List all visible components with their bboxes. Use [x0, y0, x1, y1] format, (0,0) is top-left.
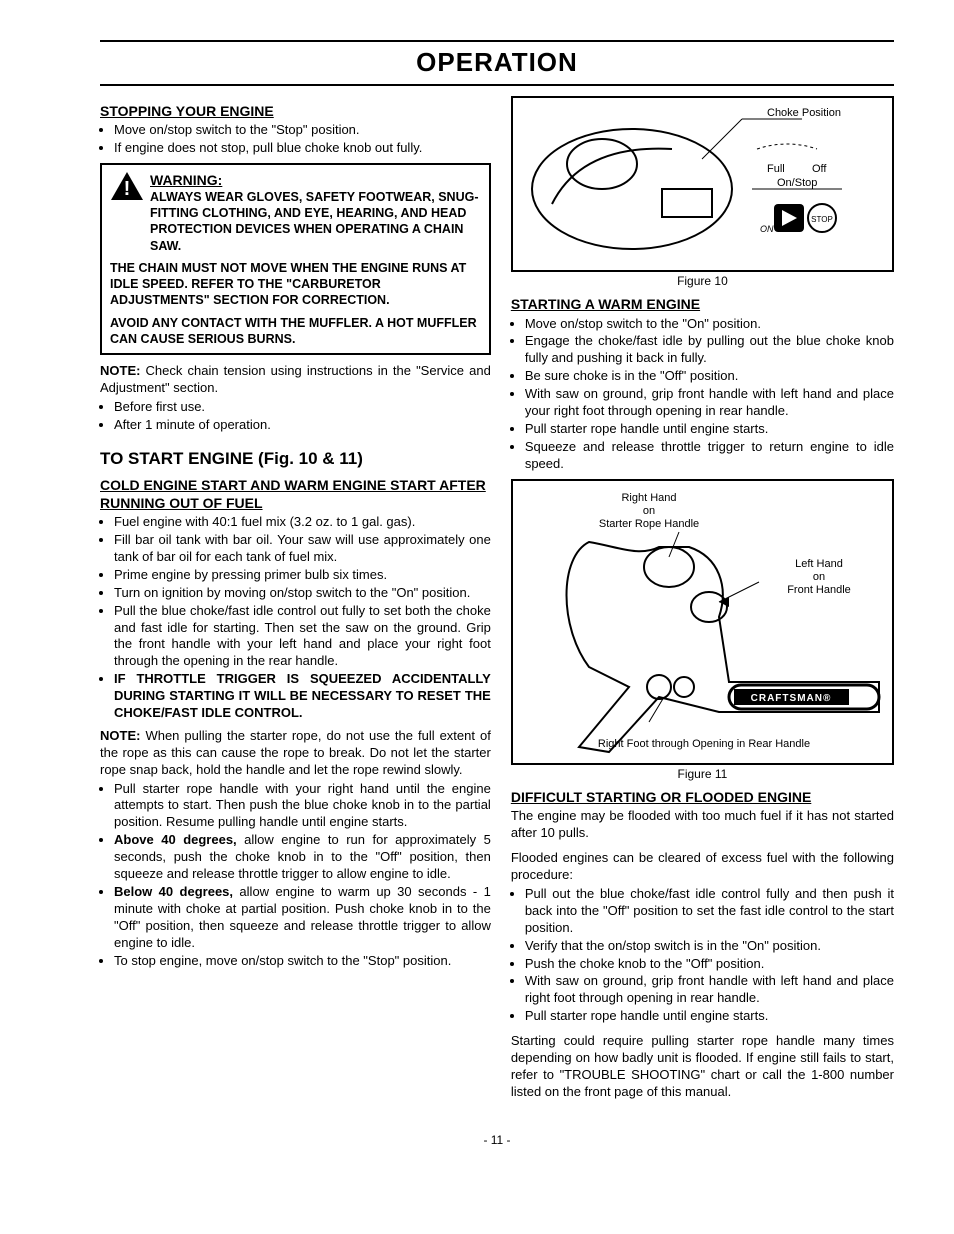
columns: STOPPING YOUR ENGINE Move on/stop switch…	[100, 96, 894, 1103]
svg-text:CRAFTSMAN®: CRAFTSMAN®	[750, 693, 831, 704]
warning-title: WARNING:	[150, 171, 481, 189]
note-label: NOTE:	[100, 728, 140, 743]
warm-list: Move on/stop switch to the "On" position…	[511, 316, 894, 473]
warning-box: ! WARNING: ALWAYS WEAR GLOVES, SAFETY FO…	[100, 163, 491, 355]
note-1: NOTE: Check chain tension using instruct…	[100, 363, 491, 397]
figure-11: Right Hand on Starter Rope Handle Left H…	[511, 479, 894, 765]
list-item: Below 40 degrees, allow engine to warm u…	[114, 884, 491, 952]
warning-icon: !	[110, 171, 144, 201]
stopping-heading: STOPPING YOUR ENGINE	[100, 102, 491, 120]
list-item: Pull starter rope handle with your right…	[114, 781, 491, 832]
cold-list-b: Pull starter rope handle with your right…	[100, 781, 491, 970]
start-heading: TO START ENGINE (Fig. 10 & 11)	[100, 448, 491, 470]
fig11-svg: Right Hand on Starter Rope Handle Left H…	[519, 487, 889, 757]
list-item: Be sure choke is in the "Off" position.	[525, 368, 894, 385]
warning-p1: ALWAYS WEAR GLOVES, SAFETY FOOTWEAR, SNU…	[150, 189, 481, 254]
list-item: Above 40 degrees, allow engine to run fo…	[114, 832, 491, 883]
list-item: Move on/stop switch to the "On" position…	[525, 316, 894, 333]
right-column: Choke Position Full Off On/Stop STOP ON …	[511, 96, 894, 1103]
difficult-heading: DIFFICULT STARTING OR FLOODED ENGINE	[511, 788, 894, 806]
list-item: After 1 minute of operation.	[114, 417, 491, 434]
svg-text:Choke Position: Choke Position	[767, 107, 841, 119]
difficult-list: Pull out the blue choke/fast idle contro…	[511, 886, 894, 1025]
warning-p3: AVOID ANY CONTACT WITH THE MUFFLER. A HO…	[110, 315, 481, 348]
svg-text:!: !	[124, 178, 131, 200]
figure-10: Choke Position Full Off On/Stop STOP ON	[511, 96, 894, 272]
fig10-svg: Choke Position Full Off On/Stop STOP ON	[522, 104, 882, 264]
list-item: Engage the choke/fast idle by pulling ou…	[525, 333, 894, 367]
svg-text:Starter Rope Handle: Starter Rope Handle	[599, 518, 699, 530]
left-column: STOPPING YOUR ENGINE Move on/stop switch…	[100, 96, 491, 1103]
cold-list-a: Fuel engine with 40:1 fuel mix (3.2 oz. …	[100, 514, 491, 722]
cold-heading: COLD ENGINE START AND WARM ENGINE START …	[100, 476, 491, 512]
note-list: Before first use. After 1 minute of oper…	[100, 399, 491, 434]
note-2: NOTE: When pulling the starter rope, do …	[100, 728, 491, 779]
list-item: Before first use.	[114, 399, 491, 416]
list-item: Pull out the blue choke/fast idle contro…	[525, 886, 894, 937]
svg-text:Off: Off	[812, 163, 827, 175]
note-text: Check chain tension using instructions i…	[100, 363, 491, 395]
difficult-p1: The engine may be flooded with too much …	[511, 808, 894, 842]
li-bold: Above 40 degrees,	[114, 832, 237, 847]
list-item: With saw on ground, grip front handle wi…	[525, 973, 894, 1007]
list-item: Push the choke knob to the "Off" positio…	[525, 956, 894, 973]
page-title: OPERATION	[100, 40, 894, 86]
note-label: NOTE:	[100, 363, 140, 378]
list-item: If engine does not stop, pull blue choke…	[114, 140, 491, 157]
svg-text:STOP: STOP	[812, 215, 834, 224]
warning-p2: THE CHAIN MUST NOT MOVE WHEN THE ENGINE …	[110, 260, 481, 309]
svg-text:On/Stop: On/Stop	[777, 177, 817, 189]
li-bold: Below 40 degrees,	[114, 884, 233, 899]
list-item: To stop engine, move on/stop switch to t…	[114, 953, 491, 970]
stopping-list: Move on/stop switch to the "Stop" positi…	[100, 122, 491, 157]
list-item: Pull the blue choke/fast idle control ou…	[114, 603, 491, 671]
fig10-caption: Figure 10	[511, 274, 894, 290]
svg-text:on: on	[643, 505, 655, 517]
svg-text:Left Hand: Left Hand	[795, 558, 843, 570]
list-item: Pull starter rope handle until engine st…	[525, 421, 894, 438]
list-item: Fuel engine with 40:1 fuel mix (3.2 oz. …	[114, 514, 491, 531]
list-item: Turn on ignition by moving on/stop switc…	[114, 585, 491, 602]
difficult-p2: Flooded engines can be cleared of excess…	[511, 850, 894, 884]
list-item: Prime engine by pressing primer bulb six…	[114, 567, 491, 584]
list-item: Fill bar oil tank with bar oil. Your saw…	[114, 532, 491, 566]
list-item: Move on/stop switch to the "Stop" positi…	[114, 122, 491, 139]
list-item: Squeeze and release throttle trigger to …	[525, 439, 894, 473]
svg-text:Full: Full	[767, 163, 785, 175]
svg-text:on: on	[813, 571, 825, 583]
warm-heading: STARTING A WARM ENGINE	[511, 295, 894, 313]
list-item: With saw on ground, grip front handle wi…	[525, 386, 894, 420]
note-text: When pulling the starter rope, do not us…	[100, 728, 491, 777]
page-number: - 11 -	[100, 1133, 894, 1149]
svg-text:Right Foot through Opening in: Right Foot through Opening in Rear Handl…	[598, 738, 810, 750]
difficult-p3: Starting could require pulling starter r…	[511, 1033, 894, 1101]
list-item-bold: IF THROTTLE TRIGGER IS SQUEEZED ACCIDENT…	[114, 671, 491, 722]
svg-text:ON: ON	[760, 224, 774, 234]
svg-text:Front Handle: Front Handle	[787, 584, 851, 596]
list-item: Pull starter rope handle until engine st…	[525, 1008, 894, 1025]
list-item: Verify that the on/stop switch is in the…	[525, 938, 894, 955]
fig11-caption: Figure 11	[511, 767, 894, 783]
svg-text:Right Hand: Right Hand	[621, 492, 676, 504]
